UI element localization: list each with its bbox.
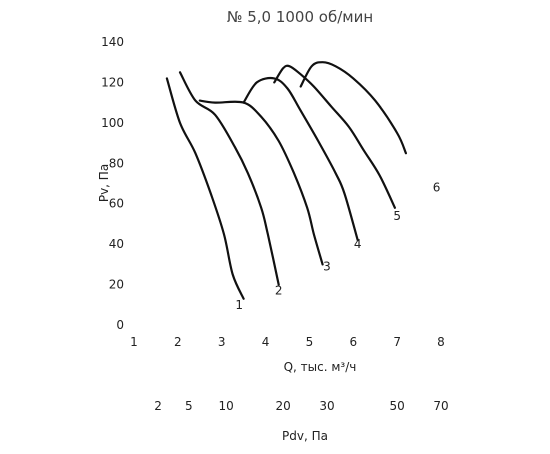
x-tick-label: 6: [349, 335, 357, 349]
pdv-axis-label: Pdv, Па: [282, 429, 328, 443]
curve-5: [273, 64, 396, 209]
chart-title: № 5,0 1000 об/мин: [227, 8, 373, 26]
x-tick-label: 3: [218, 335, 226, 349]
x-axis-ticks: 1 2 3 4 5 6 7 8: [130, 335, 445, 349]
curve-label-5: 5: [393, 209, 401, 223]
pdv-tick-label: 2: [154, 399, 162, 413]
y-tick-label: 120: [101, 75, 124, 89]
curve-4: [242, 76, 359, 242]
curve-label-2: 2: [275, 284, 283, 298]
y-axis-label: Pv, Па: [97, 164, 111, 202]
x-tick-label: 7: [393, 335, 401, 349]
curve-1: [165, 77, 245, 300]
y-tick-label: 100: [101, 116, 124, 130]
pdv-tick-label: 5: [185, 399, 193, 413]
curve-label-1: 1: [235, 298, 243, 312]
x-tick-label: 4: [262, 335, 270, 349]
x-tick-label: 1: [130, 335, 138, 349]
pdv-tick-label: 50: [390, 399, 405, 413]
curves: [165, 61, 407, 300]
x-axis-label: Q, тыс. м³/ч: [284, 360, 357, 374]
x-tick-label: 5: [306, 335, 314, 349]
x-tick-label: 2: [174, 335, 182, 349]
pdv-tick-label: 20: [275, 399, 290, 413]
y-tick-label: 20: [109, 278, 124, 292]
pdv-axis-ticks: 2 5 10 20 30 50 70: [154, 399, 448, 413]
x-tick-label: 8: [437, 335, 445, 349]
y-axis-ticks: 0 20 40 60 80 100 120 140: [101, 35, 124, 332]
curve-6: [299, 61, 407, 155]
pdv-tick-label: 10: [218, 399, 233, 413]
pdv-tick-label: 30: [319, 399, 334, 413]
y-tick-label: 40: [109, 237, 124, 251]
curve-labels: 1 2 3 4 5 6: [235, 181, 440, 312]
y-tick-label: 80: [109, 156, 124, 170]
curve-label-6: 6: [433, 181, 441, 195]
curve-2: [178, 71, 280, 286]
pdv-tick-label: 70: [433, 399, 448, 413]
y-tick-label: 140: [101, 35, 124, 49]
curve-label-4: 4: [354, 237, 362, 251]
y-tick-label: 0: [116, 318, 124, 332]
curve-3: [198, 99, 324, 266]
y-tick-label: 60: [109, 197, 124, 211]
curve-label-3: 3: [323, 259, 331, 273]
